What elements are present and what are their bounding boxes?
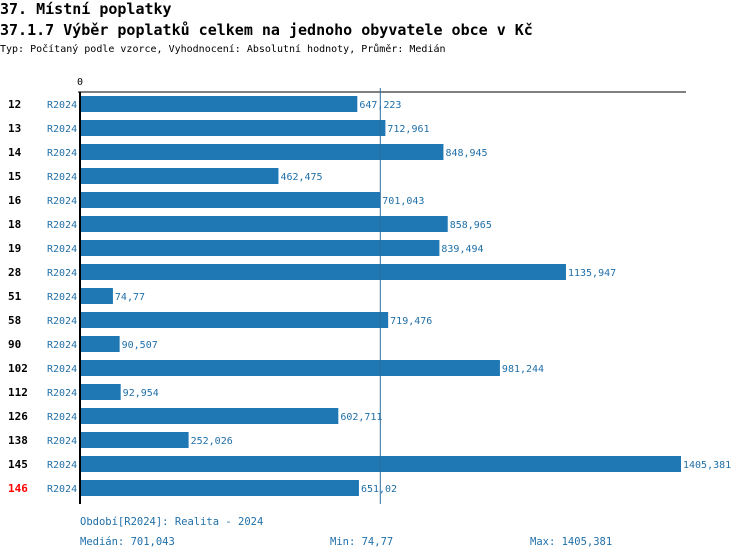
category-label: 15: [8, 170, 21, 183]
category-label: 102: [8, 362, 28, 375]
category-label: 145: [8, 458, 28, 471]
max-stat: Max: 1405,381: [530, 536, 613, 548]
chart-title: 37.1.7 Výběr poplatků celkem na jednoho …: [0, 21, 533, 39]
value-label: 74,77: [115, 292, 145, 303]
value-label: 252,026: [191, 436, 233, 447]
bar: [81, 216, 448, 232]
median-stat: Medián: 701,043: [80, 536, 175, 548]
period-label: R2024: [47, 100, 77, 111]
period-label: R2024: [47, 340, 77, 351]
bar: [81, 168, 279, 184]
min-stat: Min: 74,77: [330, 536, 394, 548]
value-label: 1405,381: [683, 460, 731, 471]
value-label: 858,965: [450, 220, 492, 231]
zero-tick-label: 0: [77, 77, 83, 88]
bar: [81, 264, 566, 280]
bar: [81, 96, 358, 112]
value-label: 602,711: [340, 412, 382, 423]
value-label: 90,507: [122, 340, 158, 351]
category-label: 12: [8, 98, 21, 111]
value-label: 462,475: [280, 172, 322, 183]
period-label: R2024: [47, 316, 77, 327]
value-label: 92,954: [123, 388, 159, 399]
bar: [81, 144, 444, 160]
period-label: R2024: [47, 148, 77, 159]
period-label: R2024: [47, 364, 77, 375]
bar: [81, 120, 386, 136]
period-label: R2024: [47, 220, 77, 231]
period-label: R2024: [47, 268, 77, 279]
category-label: 19: [8, 242, 21, 255]
period-label: R2024: [47, 244, 77, 255]
bar: [81, 384, 121, 400]
category-label: 13: [8, 122, 21, 135]
category-label: 18: [8, 218, 21, 231]
period-note: Období[R2024]: Realita - 2024: [80, 516, 264, 528]
bar: [81, 408, 339, 424]
page-title: 37. Místní poplatky: [0, 0, 172, 18]
bar: [81, 336, 120, 352]
value-label: 981,244: [502, 364, 544, 375]
bar: [81, 288, 113, 304]
period-label: R2024: [47, 172, 77, 183]
period-label: R2024: [47, 196, 77, 207]
category-label: 58: [8, 314, 21, 327]
value-label: 701,043: [382, 196, 424, 207]
category-label: 51: [8, 290, 22, 303]
value-label: 839,494: [441, 244, 483, 255]
bar: [81, 312, 389, 328]
period-label: R2024: [47, 436, 77, 447]
bar: [81, 480, 359, 496]
bar: [81, 192, 381, 208]
bar: [81, 240, 440, 256]
value-label: 848,945: [445, 148, 487, 159]
value-label: 1135,947: [568, 268, 616, 279]
period-label: R2024: [47, 484, 77, 495]
bar: [81, 360, 500, 376]
category-label: 138: [8, 434, 28, 447]
category-label: 126: [8, 410, 28, 423]
value-label: 651,02: [361, 484, 397, 495]
period-label: R2024: [47, 412, 77, 423]
category-label: 16: [8, 194, 22, 207]
period-label: R2024: [47, 124, 77, 135]
period-label: R2024: [47, 292, 77, 303]
category-label: 28: [8, 266, 21, 279]
category-label: 14: [8, 146, 22, 159]
bar: [81, 456, 681, 472]
value-label: 712,961: [387, 124, 429, 135]
bar: [81, 432, 189, 448]
category-label: 146: [8, 482, 28, 495]
period-label: R2024: [47, 460, 77, 471]
category-label: 112: [8, 386, 28, 399]
period-label: R2024: [47, 388, 77, 399]
category-label: 90: [8, 338, 21, 351]
value-label: 719,476: [390, 316, 432, 327]
chart-type-info: Typ: Počítaný podle vzorce, Vyhodnocení:…: [0, 44, 446, 55]
